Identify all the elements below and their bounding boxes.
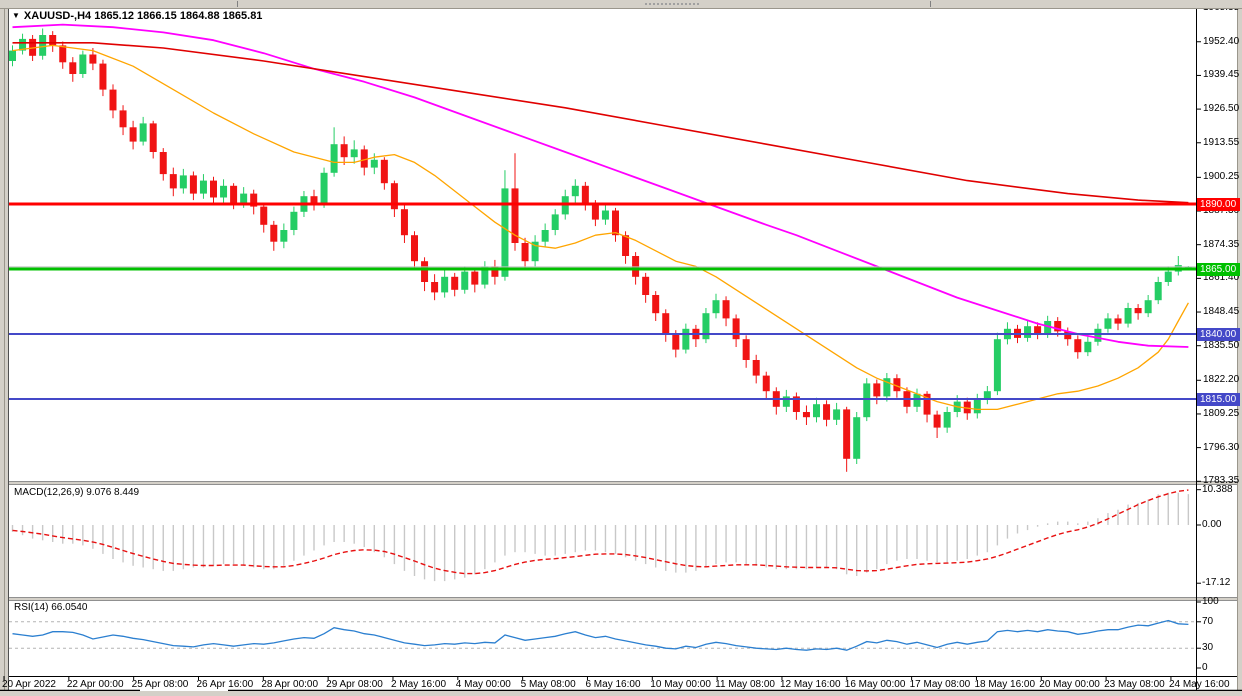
- level-lines: [9, 202, 1196, 400]
- ma-mid-magenta-line: [12, 23, 1189, 348]
- macd-label: MACD(12,26,9) 9.076 8.449: [14, 487, 140, 498]
- panel-frames: [0, 8, 1242, 696]
- toolbar-separator: [237, 1, 238, 7]
- ma-slow-red-line: [12, 41, 1189, 204]
- toolbar-separator: [930, 1, 931, 7]
- rsi-level-lines: [9, 621, 1196, 649]
- rsi-label: RSI(14) 66.0540: [14, 602, 88, 613]
- rsi-line: [12, 619, 1189, 651]
- axis-marks: [3, 7, 1201, 690]
- macd-histogram: [11, 492, 1190, 582]
- macd-signal-line: [12, 489, 1189, 575]
- ma-fast-orange-line: [12, 44, 1189, 411]
- dropdown-icon[interactable]: ▼: [12, 11, 20, 20]
- window-bottom-edge: [0, 691, 1242, 696]
- toolbar-grip: [645, 3, 700, 5]
- toolbar-strip: [0, 0, 1242, 9]
- chart-title: ▼ XAUUSD-,H4 1865.12 1866.15 1864.88 1865…: [12, 10, 262, 22]
- chart-title-text: XAUUSD-,H4 1865.12 1866.15 1864.88 1865.…: [23, 10, 263, 22]
